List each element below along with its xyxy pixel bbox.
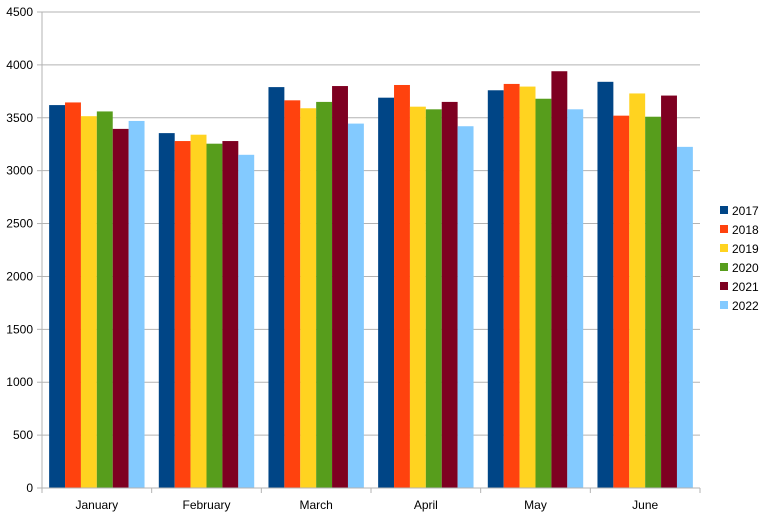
bar bbox=[158, 133, 175, 489]
bar bbox=[238, 154, 255, 489]
axes: 0 500 1000 1500 2000 2500 3000 3500 4000 4500 Janu… bbox=[6, 5, 701, 512]
bar bbox=[503, 83, 520, 488]
bar bbox=[300, 108, 317, 488]
bar bbox=[49, 105, 66, 488]
bar bbox=[441, 101, 458, 489]
bar bbox=[676, 146, 693, 488]
bar bbox=[174, 141, 191, 488]
bar bbox=[409, 106, 426, 488]
bar bbox=[128, 120, 145, 488]
y-tick-label: 2500 bbox=[6, 217, 33, 231]
bar bbox=[284, 100, 301, 488]
legend-swatch bbox=[720, 263, 728, 271]
y-tick-label: 4000 bbox=[6, 58, 33, 72]
y-tick-label: 3500 bbox=[6, 111, 33, 125]
legend-label: 2022 bbox=[732, 299, 759, 313]
bar bbox=[629, 93, 646, 489]
x-tick-label: January bbox=[75, 498, 118, 512]
x-tick-label: March bbox=[299, 498, 332, 512]
bar bbox=[65, 102, 81, 488]
x-tick-label: May bbox=[524, 498, 547, 512]
legend-label: 2019 bbox=[732, 242, 759, 256]
bar bbox=[80, 116, 97, 489]
bar bbox=[347, 123, 364, 489]
legend-label: 2021 bbox=[732, 280, 759, 294]
gridlines bbox=[42, 11, 700, 436]
bar bbox=[535, 98, 552, 488]
bar bbox=[487, 90, 504, 488]
y-tick-label: 0 bbox=[26, 481, 33, 495]
bar bbox=[316, 101, 333, 489]
legend-swatch bbox=[720, 225, 728, 233]
legend-swatch bbox=[720, 301, 728, 309]
x-tick-label: April bbox=[414, 498, 438, 512]
y-tick-label: 4500 bbox=[6, 5, 33, 19]
y-tick-label: 500 bbox=[13, 428, 33, 442]
bar bbox=[394, 84, 410, 488]
bar bbox=[661, 95, 677, 488]
y-tick-label: 1000 bbox=[6, 375, 33, 389]
bar bbox=[268, 87, 285, 488]
legend-swatch bbox=[720, 282, 728, 290]
bar bbox=[96, 111, 113, 488]
bar bbox=[112, 128, 129, 488]
bar bbox=[206, 143, 223, 488]
y-tick-label: 1500 bbox=[6, 322, 33, 336]
legend-label: 2018 bbox=[732, 223, 759, 237]
bar bbox=[378, 97, 395, 489]
legend: 2017 2018 2019 2020 2021 2022 bbox=[720, 204, 759, 313]
bar bbox=[457, 126, 474, 489]
legend-label: 2020 bbox=[732, 261, 759, 275]
bar bbox=[332, 86, 348, 489]
x-tick-label: June bbox=[632, 498, 658, 512]
bar bbox=[222, 141, 239, 488]
bar bbox=[190, 134, 207, 489]
x-tick-label: February bbox=[182, 498, 230, 512]
bar bbox=[613, 115, 630, 488]
legend-swatch bbox=[720, 206, 728, 214]
y-tick-label: 3000 bbox=[6, 164, 33, 178]
legend-swatch bbox=[720, 244, 728, 252]
bar bbox=[597, 81, 614, 489]
bar bbox=[519, 86, 536, 488]
bars bbox=[49, 71, 693, 489]
bar bbox=[551, 71, 568, 488]
y-tick-label: 2000 bbox=[6, 269, 33, 283]
bar bbox=[645, 116, 662, 488]
legend-label: 2017 bbox=[732, 204, 759, 218]
bar bbox=[567, 109, 584, 488]
bar bbox=[425, 109, 442, 488]
